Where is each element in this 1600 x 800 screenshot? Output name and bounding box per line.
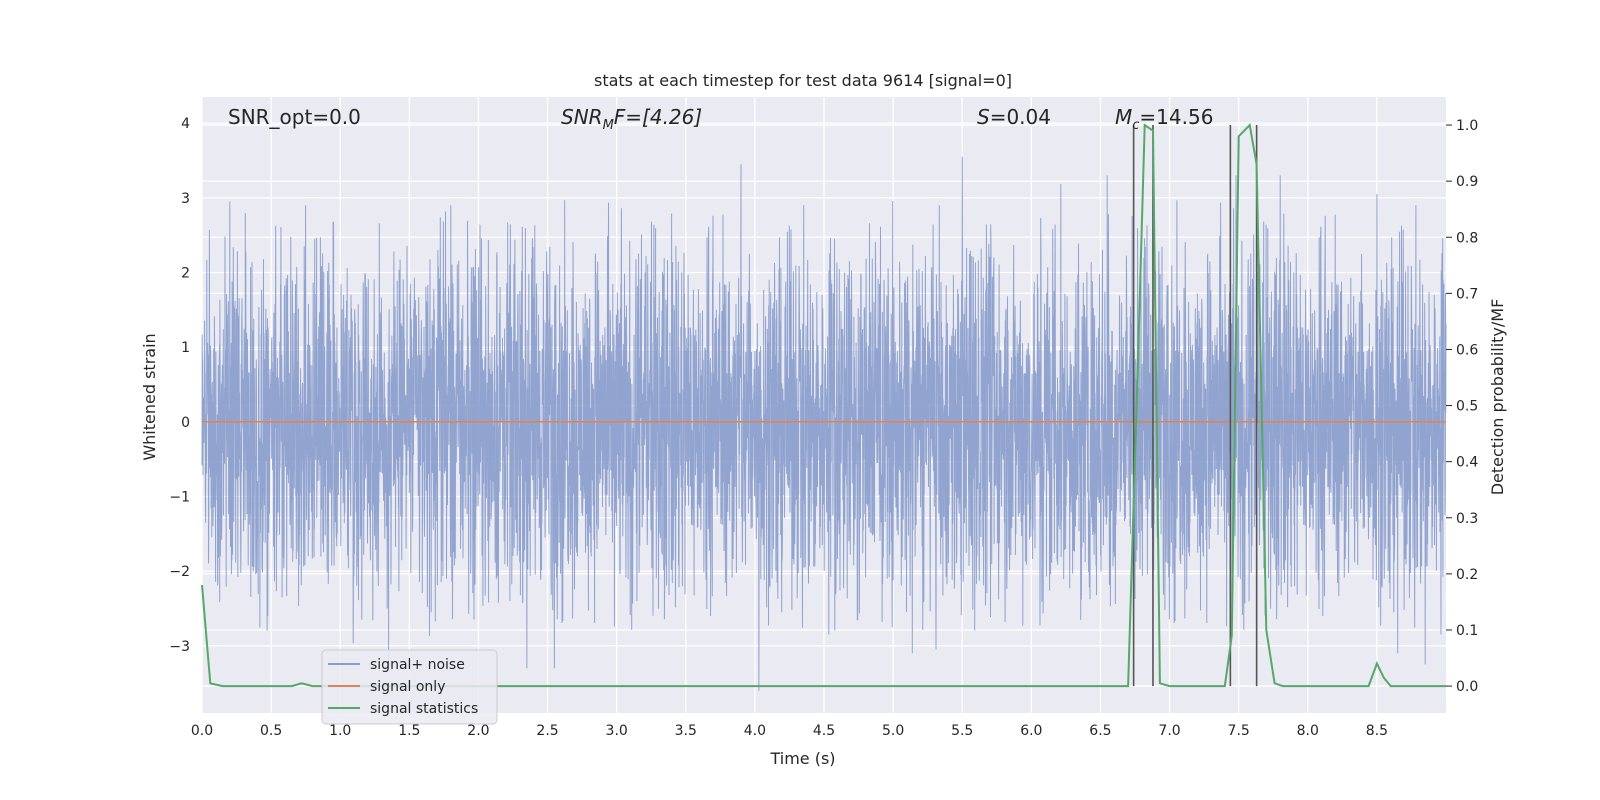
- y-tick-label: 4: [181, 116, 190, 132]
- annotation-snr-mf-rest: F=[4.26]: [614, 105, 702, 129]
- annotation-mc-rest: =14.56: [1139, 105, 1213, 129]
- y2-tick-label: 0.2: [1456, 567, 1478, 583]
- x-tick-label: 7.5: [1228, 723, 1250, 739]
- vertical-markers: [1132, 125, 1258, 687]
- y2-axis-label: Detection probability/MF: [1488, 299, 1507, 496]
- legend-box: [321, 649, 498, 725]
- y2-tick-label: 0.3: [1456, 511, 1478, 527]
- annotation-s: S=0.04: [977, 105, 1051, 129]
- y-axis-ticks: −3 −2 −1 0 1 2 3 4: [169, 116, 190, 655]
- x-tick-label: 8.0: [1297, 723, 1319, 739]
- y2-tick-label: 0.9: [1456, 174, 1478, 190]
- x-tick-label: 8.5: [1366, 723, 1388, 739]
- signal-statistics-line: [201, 123, 1446, 688]
- y-tick-label: −3: [169, 639, 190, 655]
- x-tick-label: 5.0: [882, 723, 904, 739]
- annotation-snr-mf-main: SNR: [561, 105, 603, 129]
- y2-tick-label: 0.0: [1456, 679, 1478, 695]
- legend-label-signal-noise: signal+ noise: [370, 657, 465, 673]
- y2-tick-label: 0.4: [1456, 455, 1478, 471]
- y2-tick-label: 0.7: [1456, 286, 1478, 302]
- x-tick-label: 3.5: [675, 723, 697, 739]
- y-tick-label: 1: [181, 340, 190, 356]
- y-tick-label: 3: [181, 191, 190, 207]
- x-tick-label: 6.5: [1089, 723, 1111, 739]
- x-tick-label: 5.5: [951, 723, 973, 739]
- x-tick-label: 1.0: [329, 723, 351, 739]
- x-tick-label: 3.0: [606, 723, 628, 739]
- y-tick-label: −2: [169, 564, 190, 580]
- y2-tick-label: 1.0: [1456, 118, 1478, 134]
- x-tick-label: 4.0: [744, 723, 766, 739]
- x-tick-label: 1.5: [398, 723, 420, 739]
- y2-tick-label: 0.6: [1456, 342, 1478, 358]
- series-signal-statistics: [201, 123, 1446, 688]
- x-tick-label: 0.0: [191, 723, 213, 739]
- x-tick-label: 2.0: [467, 723, 489, 739]
- series-signal-noise: [201, 156, 1447, 691]
- annotation-snr-mf: SNRMF=[4.26]: [561, 105, 702, 133]
- noise-trace: [201, 156, 1447, 691]
- legend-label-signal-statistics: signal statistics: [370, 701, 478, 717]
- legend-label-signal-only: signal only: [370, 679, 445, 695]
- annotation-snr-mf-sub: M: [603, 118, 614, 133]
- y2-tick-label: 0.1: [1456, 623, 1478, 639]
- x-tick-label: 6.0: [1020, 723, 1042, 739]
- annotation-mc-main: M: [1115, 105, 1132, 129]
- x-tick-label: 0.5: [260, 723, 282, 739]
- x-tick-label: 7.0: [1158, 723, 1180, 739]
- x-tick-label: 4.5: [813, 723, 835, 739]
- annotation-snr-opt: SNR_opt=0.0: [228, 105, 361, 129]
- annotation-s-rest: =0.04: [990, 105, 1051, 129]
- annotation-mc-sub: c: [1132, 118, 1139, 133]
- y-tick-label: 0: [181, 415, 190, 431]
- x-tick-label: 2.5: [536, 723, 558, 739]
- chart-title: stats at each timestep for test data 961…: [594, 71, 1012, 90]
- y-axis-label: Whitened strain: [140, 333, 159, 460]
- y2-tick-label: 0.8: [1456, 230, 1478, 246]
- y-tick-label: 2: [181, 265, 190, 281]
- x-axis-ticks: 0.0 0.5 1.0 1.5 2.0 2.5 3.0 3.5 4.0 4.5 5.0 5.5 6.0 6…: [191, 723, 1388, 739]
- x-axis-label: Time (s): [769, 749, 835, 768]
- legend: signal+ noise signal only signal statist…: [321, 649, 498, 725]
- y2-tick-label: 0.5: [1456, 399, 1478, 415]
- annotation-mc: Mc=14.56: [1115, 105, 1213, 133]
- y-tick-label: −1: [169, 489, 190, 505]
- annotation-s-main: S: [977, 105, 990, 129]
- y2-axis-ticks: 0.0 0.1 0.2 0.3 0.4 0.5 0.6 0.7 0.8 0.9 1.0: [1446, 118, 1478, 695]
